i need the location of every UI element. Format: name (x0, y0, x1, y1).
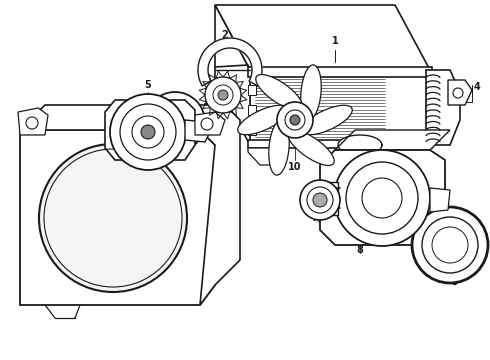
Bar (248, 85, 256, 95)
Text: 7: 7 (312, 213, 318, 223)
Circle shape (453, 88, 463, 98)
Circle shape (277, 102, 313, 138)
Circle shape (432, 227, 468, 263)
Polygon shape (448, 80, 472, 105)
Text: 2: 2 (221, 30, 228, 40)
Circle shape (120, 104, 176, 160)
Text: 9: 9 (452, 277, 458, 287)
Polygon shape (185, 120, 210, 142)
Polygon shape (385, 148, 430, 165)
Polygon shape (195, 112, 225, 135)
Polygon shape (20, 105, 225, 130)
Polygon shape (248, 148, 275, 165)
Ellipse shape (288, 130, 334, 166)
Ellipse shape (256, 75, 302, 110)
Polygon shape (200, 105, 240, 305)
Polygon shape (430, 188, 450, 212)
Circle shape (213, 85, 233, 105)
Circle shape (285, 110, 305, 130)
Polygon shape (18, 108, 48, 135)
Text: 8: 8 (357, 245, 364, 255)
Circle shape (307, 187, 333, 213)
Circle shape (205, 77, 241, 113)
Bar (248, 140, 432, 148)
Circle shape (132, 116, 164, 148)
Polygon shape (215, 5, 430, 70)
Circle shape (290, 115, 300, 125)
Circle shape (334, 150, 430, 246)
Polygon shape (320, 182, 338, 215)
Circle shape (26, 117, 38, 129)
Circle shape (313, 193, 327, 207)
Text: 5: 5 (145, 80, 151, 90)
Circle shape (422, 217, 478, 273)
Circle shape (155, 102, 195, 142)
Circle shape (201, 118, 213, 130)
Bar (248, 67, 432, 77)
Bar (248, 125, 256, 135)
Ellipse shape (302, 105, 352, 135)
Polygon shape (250, 70, 430, 145)
Circle shape (412, 207, 488, 283)
Polygon shape (335, 130, 450, 150)
Polygon shape (426, 70, 460, 145)
Polygon shape (198, 38, 262, 86)
Circle shape (110, 94, 186, 170)
Ellipse shape (301, 65, 321, 120)
Polygon shape (338, 135, 382, 155)
Text: 4: 4 (474, 82, 481, 92)
Polygon shape (105, 100, 195, 160)
Ellipse shape (238, 105, 288, 135)
Bar (248, 105, 256, 115)
Circle shape (300, 180, 340, 220)
Polygon shape (320, 150, 445, 245)
Text: 3: 3 (382, 147, 389, 157)
Polygon shape (20, 130, 215, 305)
Circle shape (218, 90, 228, 100)
Circle shape (346, 162, 418, 234)
Ellipse shape (269, 120, 289, 175)
Polygon shape (215, 5, 250, 145)
Text: 10: 10 (288, 162, 302, 172)
Circle shape (145, 92, 205, 152)
Circle shape (362, 178, 402, 218)
Ellipse shape (39, 144, 187, 292)
Text: 6: 6 (157, 142, 163, 152)
Text: 11: 11 (203, 103, 217, 113)
Text: 1: 1 (332, 36, 339, 46)
Circle shape (141, 125, 155, 139)
